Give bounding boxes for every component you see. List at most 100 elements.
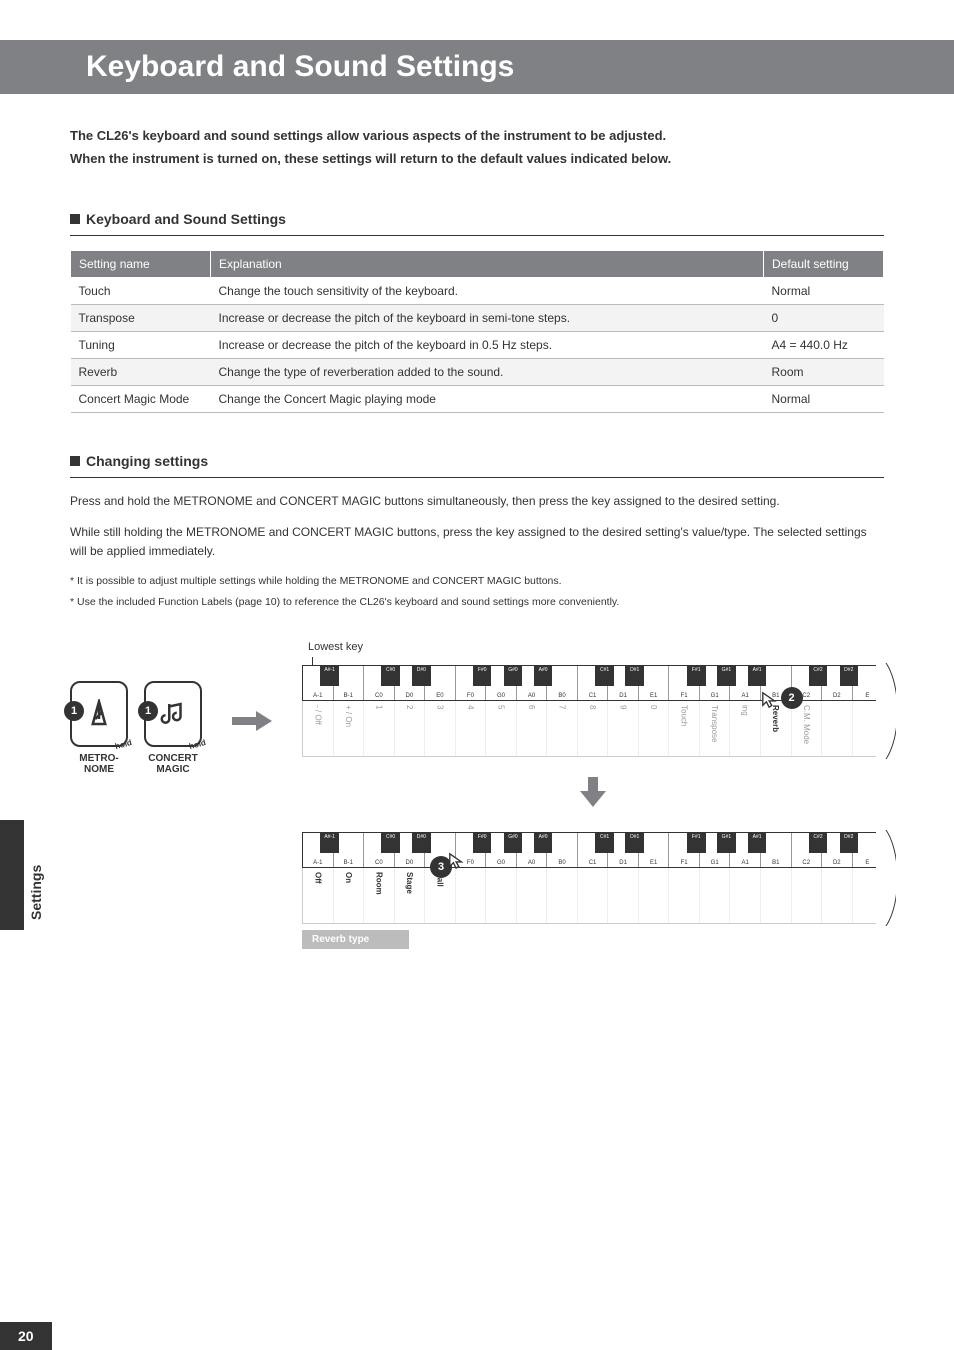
- table-header-default: Default setting: [764, 250, 884, 277]
- white-key: B-1: [334, 666, 365, 700]
- param-cell: [639, 868, 670, 923]
- param-cell: [853, 701, 884, 756]
- param-cell: [578, 868, 609, 923]
- white-key: E: [853, 833, 884, 867]
- white-key: C1: [578, 666, 609, 700]
- white-key: E: [853, 666, 884, 700]
- diagram-area: 1 hold 1 hold METRO-NOME CONCERTMAGIC Lo…: [70, 641, 884, 949]
- intro-line-2: When the instrument is turned on, these …: [70, 151, 671, 166]
- param-cell: On: [334, 868, 365, 923]
- white-key: G1: [700, 666, 731, 700]
- hold-label: hold: [188, 738, 207, 751]
- section-rule: [70, 235, 884, 236]
- white-key: G1: [700, 833, 731, 867]
- white-key: A-1: [303, 666, 334, 700]
- white-key: D2: [822, 833, 853, 867]
- page-title: Keyboard and Sound Settings: [16, 50, 938, 84]
- hardware-buttons: 1 hold 1 hold METRO-NOME CONCERTMAGIC: [70, 681, 202, 775]
- table-row: Touch Change the touch sensitivity of th…: [71, 277, 884, 304]
- cell-default: Room: [764, 358, 884, 385]
- cell-exp: Change the touch sensitivity of the keyb…: [211, 277, 764, 304]
- lowest-key-label: Lowest key: [308, 641, 884, 653]
- param-cell: [669, 868, 700, 923]
- cell-name: Concert Magic Mode: [71, 385, 211, 412]
- param-cell: [517, 868, 548, 923]
- cell-default: Normal: [764, 277, 884, 304]
- section-heading-settings: Keyboard and Sound Settings: [70, 211, 884, 227]
- metronome-label: METRO-NOME: [70, 753, 128, 775]
- param-cell: Reverb: [761, 701, 792, 756]
- paragraph-2: While still holding the METRONOME and CO…: [70, 523, 884, 561]
- step-badge-1: 1: [138, 701, 158, 721]
- param-cell: [761, 868, 792, 923]
- white-key: D0: [395, 666, 426, 700]
- metronome-icon: [84, 699, 114, 729]
- param-cell: 7: [547, 701, 578, 756]
- param-cell: [730, 868, 761, 923]
- param-cell: 9: [608, 701, 639, 756]
- cell-exp: Change the Concert Magic playing mode: [211, 385, 764, 412]
- lowest-key-tick: [312, 657, 884, 665]
- param-cell: 8: [578, 701, 609, 756]
- white-key: C1: [578, 833, 609, 867]
- table-row: Reverb Change the type of reverberation …: [71, 358, 884, 385]
- white-key: C0: [364, 833, 395, 867]
- param-cell: [822, 868, 853, 923]
- white-key: E1: [639, 666, 670, 700]
- white-key: A0: [517, 833, 548, 867]
- table-row: Transpose Increase or decrease the pitch…: [71, 304, 884, 331]
- reverb-type-label: Reverb type: [302, 930, 409, 949]
- hold-label: hold: [114, 738, 133, 751]
- cell-name: Touch: [71, 277, 211, 304]
- white-key: A-1: [303, 833, 334, 867]
- cursor-icon: [448, 852, 466, 870]
- white-key: B0: [547, 666, 578, 700]
- cell-name: Transpose: [71, 304, 211, 331]
- param-cell: [608, 868, 639, 923]
- page-number: 20: [0, 1322, 52, 1350]
- white-key: B0: [547, 833, 578, 867]
- white-key: C0: [364, 666, 395, 700]
- white-key: D1: [608, 666, 639, 700]
- param-cell: 1: [364, 701, 395, 756]
- white-key: E0: [425, 666, 456, 700]
- paragraph-1: Press and hold the METRONOME and CONCERT…: [70, 492, 884, 511]
- cell-default: 0: [764, 304, 884, 331]
- param-cell: [792, 868, 823, 923]
- white-key: F1: [669, 833, 700, 867]
- param-cell: Room: [364, 868, 395, 923]
- white-key: A1: [730, 666, 761, 700]
- param-cell: Stage: [395, 868, 426, 923]
- white-key: B1: [761, 833, 792, 867]
- table-header-name: Setting name: [71, 250, 211, 277]
- param-row-2: OffOnRoomStageHall: [302, 868, 884, 924]
- keyboard-column: Lowest key A-1B-1C0D0E0F0G0A0B0C1D1E1F1G…: [302, 641, 884, 949]
- param-cell: [853, 868, 884, 923]
- metronome-button: 1 hold: [70, 681, 128, 747]
- white-key: F1: [669, 666, 700, 700]
- param-cell: [822, 701, 853, 756]
- param-cell: Transpose: [700, 701, 731, 756]
- white-key: G0: [486, 833, 517, 867]
- white-key: A0: [517, 666, 548, 700]
- param-cell: 4: [456, 701, 487, 756]
- param-cell: 2: [395, 701, 426, 756]
- intro-text: The CL26's keyboard and sound settings a…: [70, 124, 884, 171]
- param-row-1: - / Off+ / On1234567890TouchTransposeing…: [302, 701, 884, 757]
- param-cell: + / On: [334, 701, 365, 756]
- cell-default: A4 = 440.0 Hz: [764, 331, 884, 358]
- page-title-bar: Keyboard and Sound Settings: [0, 40, 954, 94]
- param-cell: Touch: [669, 701, 700, 756]
- param-cell: [486, 868, 517, 923]
- step-badge-1: 1: [64, 701, 84, 721]
- table-row: Tuning Increase or decrease the pitch of…: [71, 331, 884, 358]
- cursor-icon: [761, 691, 779, 709]
- param-cell: [547, 868, 578, 923]
- table-row: Concert Magic Mode Change the Concert Ma…: [71, 385, 884, 412]
- param-cell: Off: [303, 868, 334, 923]
- footnote-1: * It is possible to adjust multiple sett…: [70, 573, 884, 590]
- cell-exp: Increase or decrease the pitch of the ke…: [211, 304, 764, 331]
- concert-magic-button: 1 hold: [144, 681, 202, 747]
- white-key: D0: [395, 833, 426, 867]
- section-heading-changing: Changing settings: [70, 453, 884, 469]
